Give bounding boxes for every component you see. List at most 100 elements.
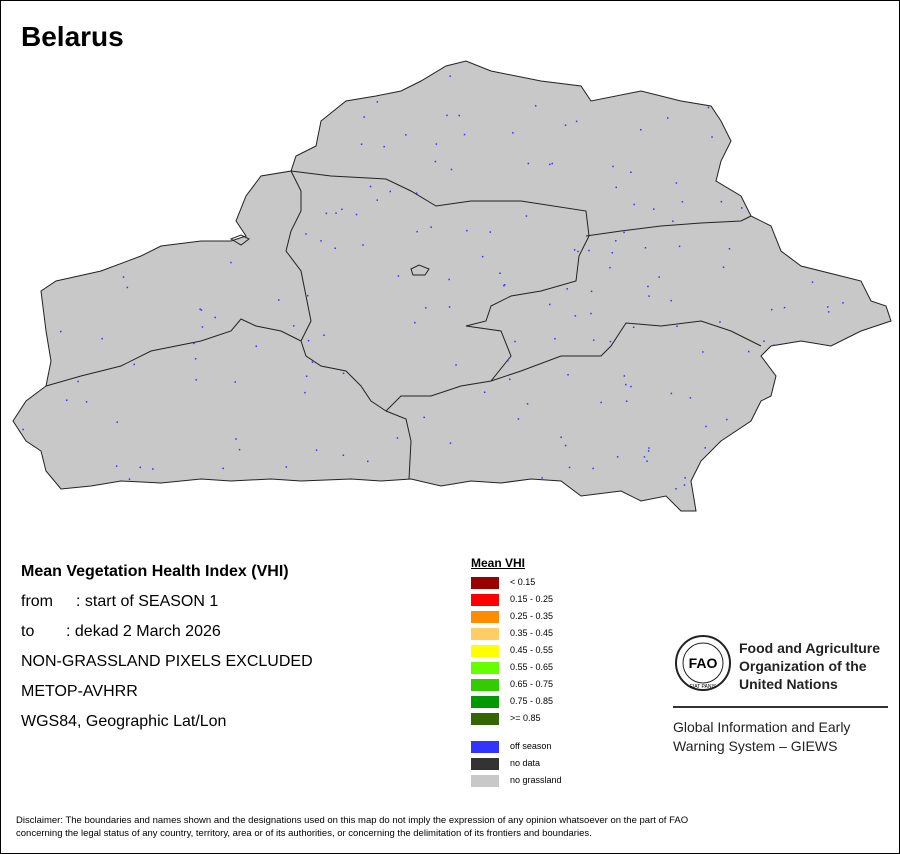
legend-label: 0.65 - 0.75: [510, 679, 554, 689]
pixel: [573, 249, 576, 251]
pixel: [763, 340, 765, 342]
legend-swatch: [471, 577, 499, 589]
pixel: [307, 294, 309, 297]
pixel: [609, 266, 611, 269]
pixel: [615, 240, 617, 242]
pixel: [748, 350, 750, 353]
disclaimer-line: concerning the legal status of any count…: [16, 828, 592, 839]
pixel: [643, 456, 646, 458]
pixel: [238, 448, 241, 451]
legend-swatch: [471, 611, 499, 623]
pixel: [278, 299, 280, 301]
pixel: [625, 400, 628, 402]
pixel: [568, 466, 571, 469]
pixel: [514, 340, 516, 343]
pixel: [609, 340, 612, 343]
legend-label: 0.45 - 0.55: [510, 645, 554, 655]
pixel: [560, 436, 562, 438]
pixel: [126, 286, 129, 289]
pixel: [122, 276, 125, 278]
logo-motto: FIAT PANIS: [690, 684, 717, 690]
pixel: [648, 295, 650, 297]
pixel: [549, 303, 551, 306]
pixel: [311, 361, 314, 363]
legend-label: 0.15 - 0.25: [510, 594, 554, 604]
pixel: [675, 182, 678, 184]
pixel: [503, 284, 505, 287]
pixel: [616, 456, 619, 458]
pixel: [726, 418, 728, 421]
pixel: [611, 252, 613, 254]
pixel: [369, 185, 372, 188]
pixel: [449, 75, 451, 77]
pixel: [222, 467, 224, 470]
pixel: [646, 460, 648, 462]
pixel: [683, 484, 686, 486]
pixel: [342, 372, 345, 374]
pixel: [449, 442, 452, 444]
pixel: [416, 230, 418, 233]
logo-text: FAO: [689, 655, 718, 671]
divider: [673, 706, 888, 708]
pixel: [335, 212, 337, 214]
pixel: [574, 315, 577, 317]
pixel: [675, 488, 677, 490]
pixel: [670, 299, 672, 302]
region-boundaries: [45, 170, 762, 480]
pixel: [195, 379, 197, 381]
pixel: [448, 306, 451, 308]
pixel: [593, 339, 595, 341]
pixel: [489, 231, 491, 233]
pixel: [214, 316, 216, 319]
pixel: [719, 321, 721, 323]
pixel: [842, 302, 844, 304]
pixel: [623, 375, 626, 377]
pixel: [22, 428, 24, 431]
pixel: [653, 208, 655, 210]
pixel: [323, 334, 325, 336]
pixel: [458, 114, 460, 117]
legend-swatch: [471, 696, 499, 708]
pixel: [448, 278, 450, 281]
pixel: [342, 454, 345, 456]
pixel: [503, 284, 506, 286]
pixel: [705, 425, 707, 428]
pixel: [128, 478, 131, 480]
pixel: [341, 208, 343, 211]
pixel: [509, 378, 511, 381]
legend-label: 0.25 - 0.35: [510, 611, 554, 621]
info-value: : start of SEASON 1: [76, 593, 219, 610]
pixel: [681, 201, 684, 203]
pixel: [66, 399, 68, 401]
pixel: [60, 330, 62, 333]
legend-label: 0.55 - 0.65: [510, 662, 554, 672]
legend-label: off season: [510, 741, 552, 751]
pixel: [632, 326, 635, 328]
pixel: [549, 163, 551, 166]
pixel: [152, 468, 154, 470]
info-value: : dekad 2 March 2026: [66, 623, 221, 640]
pixel: [600, 401, 602, 404]
pixel: [566, 288, 568, 290]
org-name: Food and Agriculture: [739, 640, 881, 656]
legend-swatch: [471, 775, 499, 787]
pixel: [85, 401, 88, 403]
map: [12, 60, 892, 512]
legend-label: < 0.15: [510, 577, 536, 587]
pixel: [771, 308, 773, 311]
legend-label: no data: [510, 758, 541, 768]
pixel: [678, 245, 681, 248]
legend-label: 0.75 - 0.85: [510, 696, 554, 706]
pixel: [355, 213, 358, 216]
legend-title: Mean VHI: [471, 556, 526, 570]
pixel: [116, 421, 118, 423]
pixel: [647, 285, 649, 288]
pixel: [720, 200, 723, 203]
pixel: [499, 272, 501, 274]
pixel: [527, 162, 530, 165]
pixel: [630, 171, 632, 173]
legend-swatch: [471, 662, 499, 674]
pixel: [325, 212, 328, 215]
pixel: [376, 199, 378, 201]
pixel: [405, 134, 407, 136]
